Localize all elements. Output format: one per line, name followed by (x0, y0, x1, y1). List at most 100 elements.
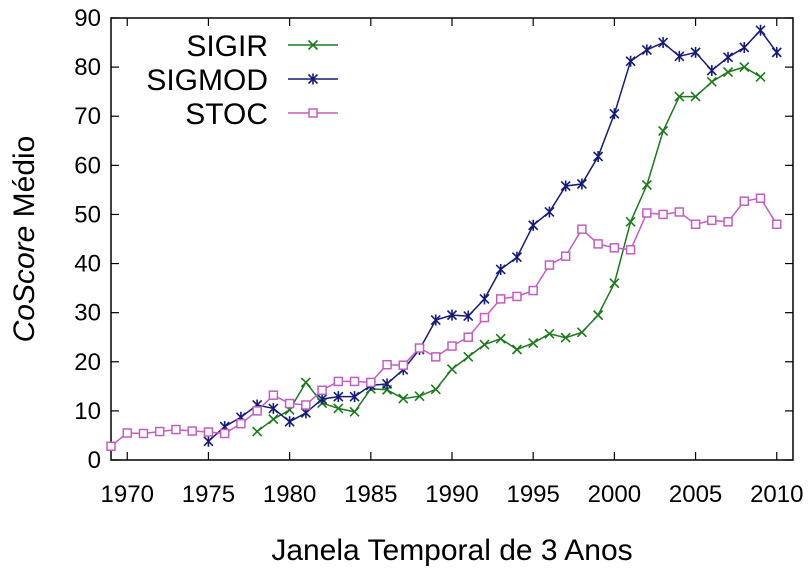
data-point-x-marker (268, 414, 279, 425)
data-point-asterisk-marker (381, 378, 393, 390)
x-tick-label: 1990 (425, 481, 478, 508)
series-line-sigmod (207, 29, 778, 442)
data-point-square-marker (106, 441, 116, 451)
data-point-asterisk-marker (333, 391, 344, 403)
data-point-x-marker (307, 39, 319, 51)
data-point-square-marker (284, 398, 295, 409)
x-tick-label: 2000 (588, 481, 641, 508)
data-point-square-marker (479, 312, 490, 323)
data-point-asterisk-marker (203, 435, 214, 447)
data-point-square-marker (625, 245, 636, 255)
y-tick-label: 50 (74, 201, 101, 228)
data-point-square-marker (317, 385, 327, 396)
data-point-asterisk-marker (771, 46, 782, 58)
data-point-square-marker (333, 376, 344, 387)
data-point-square-marker (544, 260, 555, 270)
data-point-square-marker (772, 219, 782, 230)
series-stoc (106, 193, 782, 451)
x-axis-title: Janela Temporal de 3 Anos (271, 534, 632, 567)
y-axis-ticks: 0 10 20 30 40 50 60 70 80 90 (74, 5, 793, 474)
data-point-x-marker (430, 384, 441, 395)
data-point-square-marker (382, 359, 392, 370)
y-tick-label: 20 (74, 349, 101, 376)
data-point-square-marker (187, 426, 197, 436)
y-tick-label: 30 (74, 300, 101, 327)
data-point-square-marker (609, 243, 620, 253)
y-tick-label: 70 (74, 103, 101, 130)
data-point-asterisk-marker (658, 37, 669, 49)
data-point-x-marker (593, 310, 604, 321)
data-point-square-marker (366, 377, 376, 388)
data-point-x-marker (674, 91, 685, 102)
data-point-asterisk-marker (576, 178, 587, 190)
data-point-square-marker (219, 428, 230, 439)
data-point-square-marker (252, 406, 262, 416)
data-point-square-marker (674, 207, 685, 217)
data-point-square-marker (560, 251, 571, 261)
data-point-x-marker (252, 426, 263, 437)
y-axis-title: CoScore Médio (8, 136, 41, 343)
data-point-square-marker (308, 108, 318, 118)
data-point-square-marker (447, 341, 457, 351)
data-point-square-marker (739, 196, 750, 206)
data-point-asterisk-marker (690, 46, 701, 58)
data-point-asterisk-marker (593, 150, 604, 162)
data-point-square-marker (171, 424, 181, 435)
data-point-asterisk-marker (284, 416, 295, 428)
series-layer (106, 24, 782, 451)
data-point-square-marker (723, 217, 733, 227)
data-point-asterisk-marker (706, 65, 717, 77)
y-tick-label: 40 (74, 251, 101, 278)
data-point-x-marker (300, 377, 311, 388)
data-point-x-marker (333, 403, 344, 414)
data-point-square-marker (642, 208, 652, 218)
data-point-square-marker (528, 285, 538, 296)
series-sigir (252, 62, 766, 437)
data-point-square-marker (707, 215, 717, 226)
data-point-square-marker (154, 426, 165, 437)
data-point-asterisk-marker (755, 24, 766, 36)
data-point-x-marker (641, 179, 652, 191)
y-tick-label: 0 (88, 447, 101, 474)
x-tick-label: 1985 (344, 481, 397, 508)
data-point-square-marker (398, 360, 409, 370)
data-point-asterisk-marker (430, 314, 441, 326)
data-point-square-marker (593, 239, 603, 249)
data-point-x-marker (706, 76, 717, 87)
data-point-x-marker (463, 351, 474, 362)
data-point-asterisk-marker (609, 108, 620, 120)
data-point-x-marker (479, 339, 490, 350)
data-point-square-marker (349, 376, 360, 387)
data-point-asterisk-marker (722, 51, 734, 63)
data-point-square-marker (577, 224, 587, 234)
data-point-asterisk-marker (349, 391, 360, 403)
data-point-square-marker (690, 219, 701, 230)
data-point-x-marker (576, 327, 587, 338)
data-point-asterisk-marker (739, 41, 750, 53)
data-point-square-marker (203, 427, 214, 437)
data-point-x-marker (511, 344, 523, 355)
data-point-square-marker (122, 428, 132, 438)
data-point-x-marker (755, 71, 766, 82)
data-point-x-marker (739, 62, 750, 73)
data-point-x-marker (446, 364, 458, 375)
data-point-asterisk-marker (446, 309, 458, 321)
y-tick-label: 60 (74, 152, 101, 179)
data-point-asterisk-marker (511, 251, 523, 263)
legend-label: STOC (185, 98, 268, 131)
data-point-square-marker (658, 209, 668, 220)
series-line-stoc (110, 197, 778, 447)
series-line-sigir (256, 66, 761, 433)
x-tick-label: 1995 (506, 481, 559, 508)
data-point-square-marker (755, 193, 766, 203)
data-point-x-marker (349, 406, 360, 417)
y-axis-title-rest: Médio (8, 136, 41, 226)
data-point-asterisk-marker (544, 206, 555, 218)
series-sigmod (203, 24, 782, 447)
x-tick-label: 2010 (750, 481, 803, 508)
data-point-square-marker (414, 343, 425, 353)
data-point-x-marker (625, 216, 636, 227)
y-tick-label: 80 (74, 54, 101, 81)
